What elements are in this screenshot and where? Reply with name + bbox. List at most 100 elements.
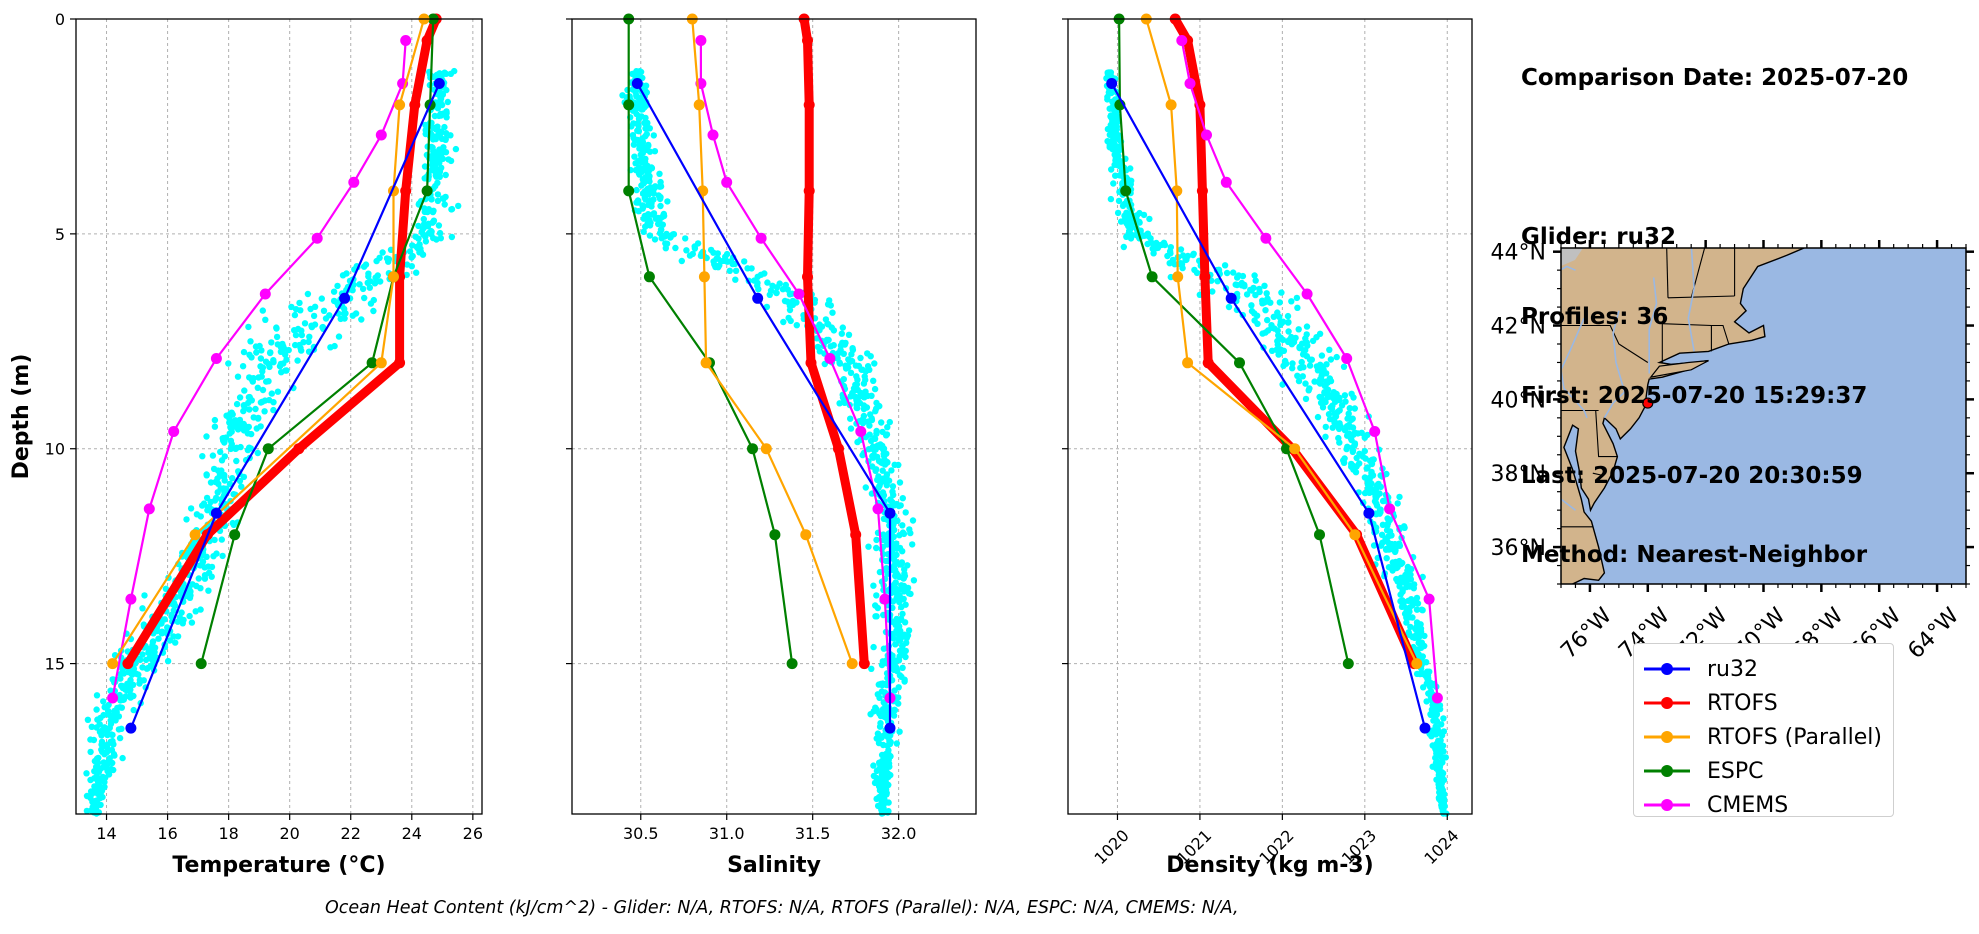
glider-point bbox=[1251, 272, 1258, 279]
glider-point bbox=[755, 286, 762, 293]
glider-point bbox=[419, 251, 427, 258]
series-point bbox=[143, 503, 155, 515]
glider-point bbox=[1324, 389, 1331, 396]
glider-point bbox=[884, 771, 891, 778]
x-tick-label: 26 bbox=[463, 824, 483, 843]
legend-item: RTOFS (Parallel) bbox=[1634, 722, 1893, 752]
series-cmems bbox=[107, 35, 412, 704]
glider-point bbox=[270, 406, 277, 414]
glider-point bbox=[1284, 312, 1292, 320]
glider-point bbox=[655, 192, 662, 199]
glider-point bbox=[210, 465, 218, 473]
glider-point bbox=[1114, 209, 1122, 217]
glider-point bbox=[1407, 576, 1415, 583]
glider-point bbox=[859, 420, 867, 427]
glider-point bbox=[1252, 277, 1259, 284]
glider-point bbox=[154, 627, 161, 635]
glider-point bbox=[904, 632, 912, 639]
series-point bbox=[747, 443, 758, 455]
glider-point bbox=[892, 572, 899, 580]
glider-point bbox=[837, 346, 844, 354]
glider-point bbox=[341, 315, 348, 322]
series-point bbox=[259, 288, 271, 300]
series-line bbox=[1110, 82, 1427, 730]
glider-point bbox=[1438, 769, 1446, 776]
glider-point bbox=[1334, 408, 1342, 415]
lat-tick-label: 38°N bbox=[1491, 462, 1546, 487]
glider-point bbox=[83, 807, 91, 815]
glider-point bbox=[885, 799, 892, 806]
glider-point bbox=[1318, 352, 1326, 359]
glider-point bbox=[871, 360, 878, 367]
glider-point bbox=[115, 713, 123, 720]
glider-point bbox=[115, 726, 123, 733]
glider-point bbox=[253, 425, 260, 432]
glider-point bbox=[1378, 531, 1386, 538]
glider-point bbox=[441, 123, 448, 131]
axes-frame bbox=[1067, 18, 1473, 815]
glider-point bbox=[98, 746, 105, 753]
glider-point bbox=[878, 661, 886, 669]
glider-point bbox=[1341, 455, 1348, 462]
glider-point bbox=[1437, 797, 1444, 804]
glider-point bbox=[682, 235, 689, 242]
y-tick-label: 10 bbox=[45, 440, 65, 459]
glider-point bbox=[1275, 332, 1282, 339]
glider-point bbox=[318, 295, 325, 302]
series-point bbox=[1281, 443, 1292, 455]
glider-point bbox=[434, 197, 442, 205]
glider-point bbox=[117, 675, 124, 682]
glider-point bbox=[1413, 606, 1421, 613]
glider-point bbox=[883, 471, 891, 478]
glider-point bbox=[1274, 341, 1282, 348]
glider-point bbox=[1329, 394, 1337, 402]
glider-point bbox=[1268, 347, 1276, 354]
series-point bbox=[786, 658, 798, 670]
glider-point bbox=[104, 742, 111, 749]
glider-point bbox=[662, 240, 669, 247]
glider-point bbox=[879, 774, 886, 782]
glider-point bbox=[866, 422, 873, 429]
y-tick-label: 15 bbox=[45, 655, 65, 674]
glider-point bbox=[221, 473, 228, 480]
series-point bbox=[879, 593, 891, 605]
glider-point bbox=[1289, 360, 1296, 367]
glider-point bbox=[1295, 377, 1303, 385]
glider-point bbox=[710, 249, 717, 256]
glider-point bbox=[776, 280, 783, 287]
series-point bbox=[1369, 426, 1381, 437]
glider-point bbox=[860, 412, 868, 420]
glider-scatter bbox=[1103, 69, 1450, 817]
glider-point bbox=[852, 362, 860, 369]
lake bbox=[1561, 248, 1583, 266]
glider-point bbox=[442, 193, 449, 201]
series-ru32 bbox=[631, 78, 896, 734]
glider-point bbox=[97, 801, 104, 809]
glider-point bbox=[1248, 302, 1255, 309]
long-island bbox=[1649, 360, 1709, 379]
glider-point bbox=[193, 582, 200, 590]
series-point bbox=[884, 722, 896, 734]
series-point bbox=[700, 357, 712, 369]
glider-point bbox=[442, 171, 449, 179]
glider-point bbox=[261, 408, 268, 415]
glider-point bbox=[1434, 745, 1442, 753]
glider-point bbox=[645, 191, 652, 198]
glider-point bbox=[862, 484, 869, 491]
series-point bbox=[631, 78, 643, 89]
glider-point bbox=[1251, 317, 1258, 324]
glider-point bbox=[244, 446, 252, 454]
glider-point bbox=[1317, 380, 1324, 387]
series-point bbox=[189, 529, 201, 541]
glider-point bbox=[300, 339, 307, 346]
glider-point bbox=[860, 402, 868, 409]
glider-point bbox=[836, 400, 843, 407]
glider-point bbox=[1276, 299, 1284, 306]
glider-point bbox=[83, 770, 90, 777]
glider-point bbox=[372, 279, 379, 286]
glider-point bbox=[128, 671, 136, 678]
glider-point bbox=[433, 236, 440, 243]
series-point bbox=[1431, 692, 1443, 704]
glider-point bbox=[306, 333, 313, 340]
glider-point bbox=[1435, 728, 1442, 736]
